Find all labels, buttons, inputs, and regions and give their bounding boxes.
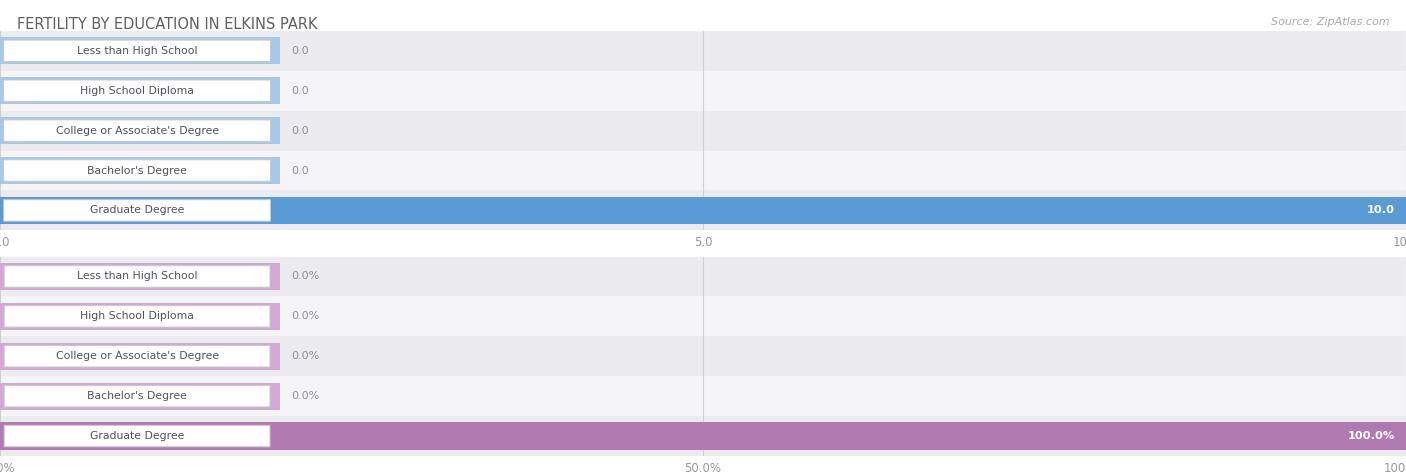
Text: High School Diploma: High School Diploma — [80, 311, 194, 322]
Text: 0.0%: 0.0% — [291, 351, 319, 361]
Bar — [0, 256, 1406, 296]
Bar — [0, 416, 1406, 456]
Bar — [0, 382, 280, 410]
Bar — [0, 111, 1406, 151]
Text: High School Diploma: High School Diploma — [80, 86, 194, 96]
Bar — [0, 151, 1406, 190]
Bar — [0, 77, 280, 104]
FancyBboxPatch shape — [4, 425, 270, 447]
Text: Source: ZipAtlas.com: Source: ZipAtlas.com — [1271, 17, 1389, 27]
Bar — [0, 422, 1406, 450]
FancyBboxPatch shape — [4, 305, 270, 327]
Text: 0.0%: 0.0% — [291, 271, 319, 282]
Bar — [0, 263, 280, 290]
FancyBboxPatch shape — [4, 40, 270, 62]
Text: Less than High School: Less than High School — [77, 46, 197, 56]
FancyBboxPatch shape — [4, 266, 270, 287]
Bar — [0, 376, 1406, 416]
Bar — [0, 37, 280, 65]
FancyBboxPatch shape — [4, 160, 270, 181]
Bar — [0, 336, 1406, 376]
Bar — [0, 117, 280, 144]
Text: Bachelor's Degree: Bachelor's Degree — [87, 165, 187, 176]
Bar — [0, 303, 280, 330]
Text: 0.0: 0.0 — [291, 165, 308, 176]
Text: Graduate Degree: Graduate Degree — [90, 431, 184, 441]
FancyBboxPatch shape — [4, 200, 270, 221]
Text: Graduate Degree: Graduate Degree — [90, 205, 184, 216]
Text: 10.0: 10.0 — [1367, 205, 1395, 216]
Text: 0.0: 0.0 — [291, 86, 308, 96]
Text: College or Associate's Degree: College or Associate's Degree — [55, 351, 219, 361]
Bar — [0, 296, 1406, 336]
Text: 0.0%: 0.0% — [291, 311, 319, 322]
Text: Less than High School: Less than High School — [77, 271, 197, 282]
Text: 100.0%: 100.0% — [1347, 431, 1395, 441]
FancyBboxPatch shape — [4, 120, 270, 142]
Bar — [0, 31, 1406, 71]
Bar — [0, 342, 280, 370]
FancyBboxPatch shape — [4, 80, 270, 102]
Text: 0.0%: 0.0% — [291, 391, 319, 401]
Bar — [0, 190, 1406, 230]
FancyBboxPatch shape — [4, 345, 270, 367]
Text: FERTILITY BY EDUCATION IN ELKINS PARK: FERTILITY BY EDUCATION IN ELKINS PARK — [17, 17, 318, 32]
Text: 0.0: 0.0 — [291, 125, 308, 136]
Text: Bachelor's Degree: Bachelor's Degree — [87, 391, 187, 401]
FancyBboxPatch shape — [4, 385, 270, 407]
Bar — [0, 197, 1406, 224]
Bar — [0, 71, 1406, 111]
Text: 0.0: 0.0 — [291, 46, 308, 56]
Bar — [0, 157, 280, 184]
Text: College or Associate's Degree: College or Associate's Degree — [55, 125, 219, 136]
